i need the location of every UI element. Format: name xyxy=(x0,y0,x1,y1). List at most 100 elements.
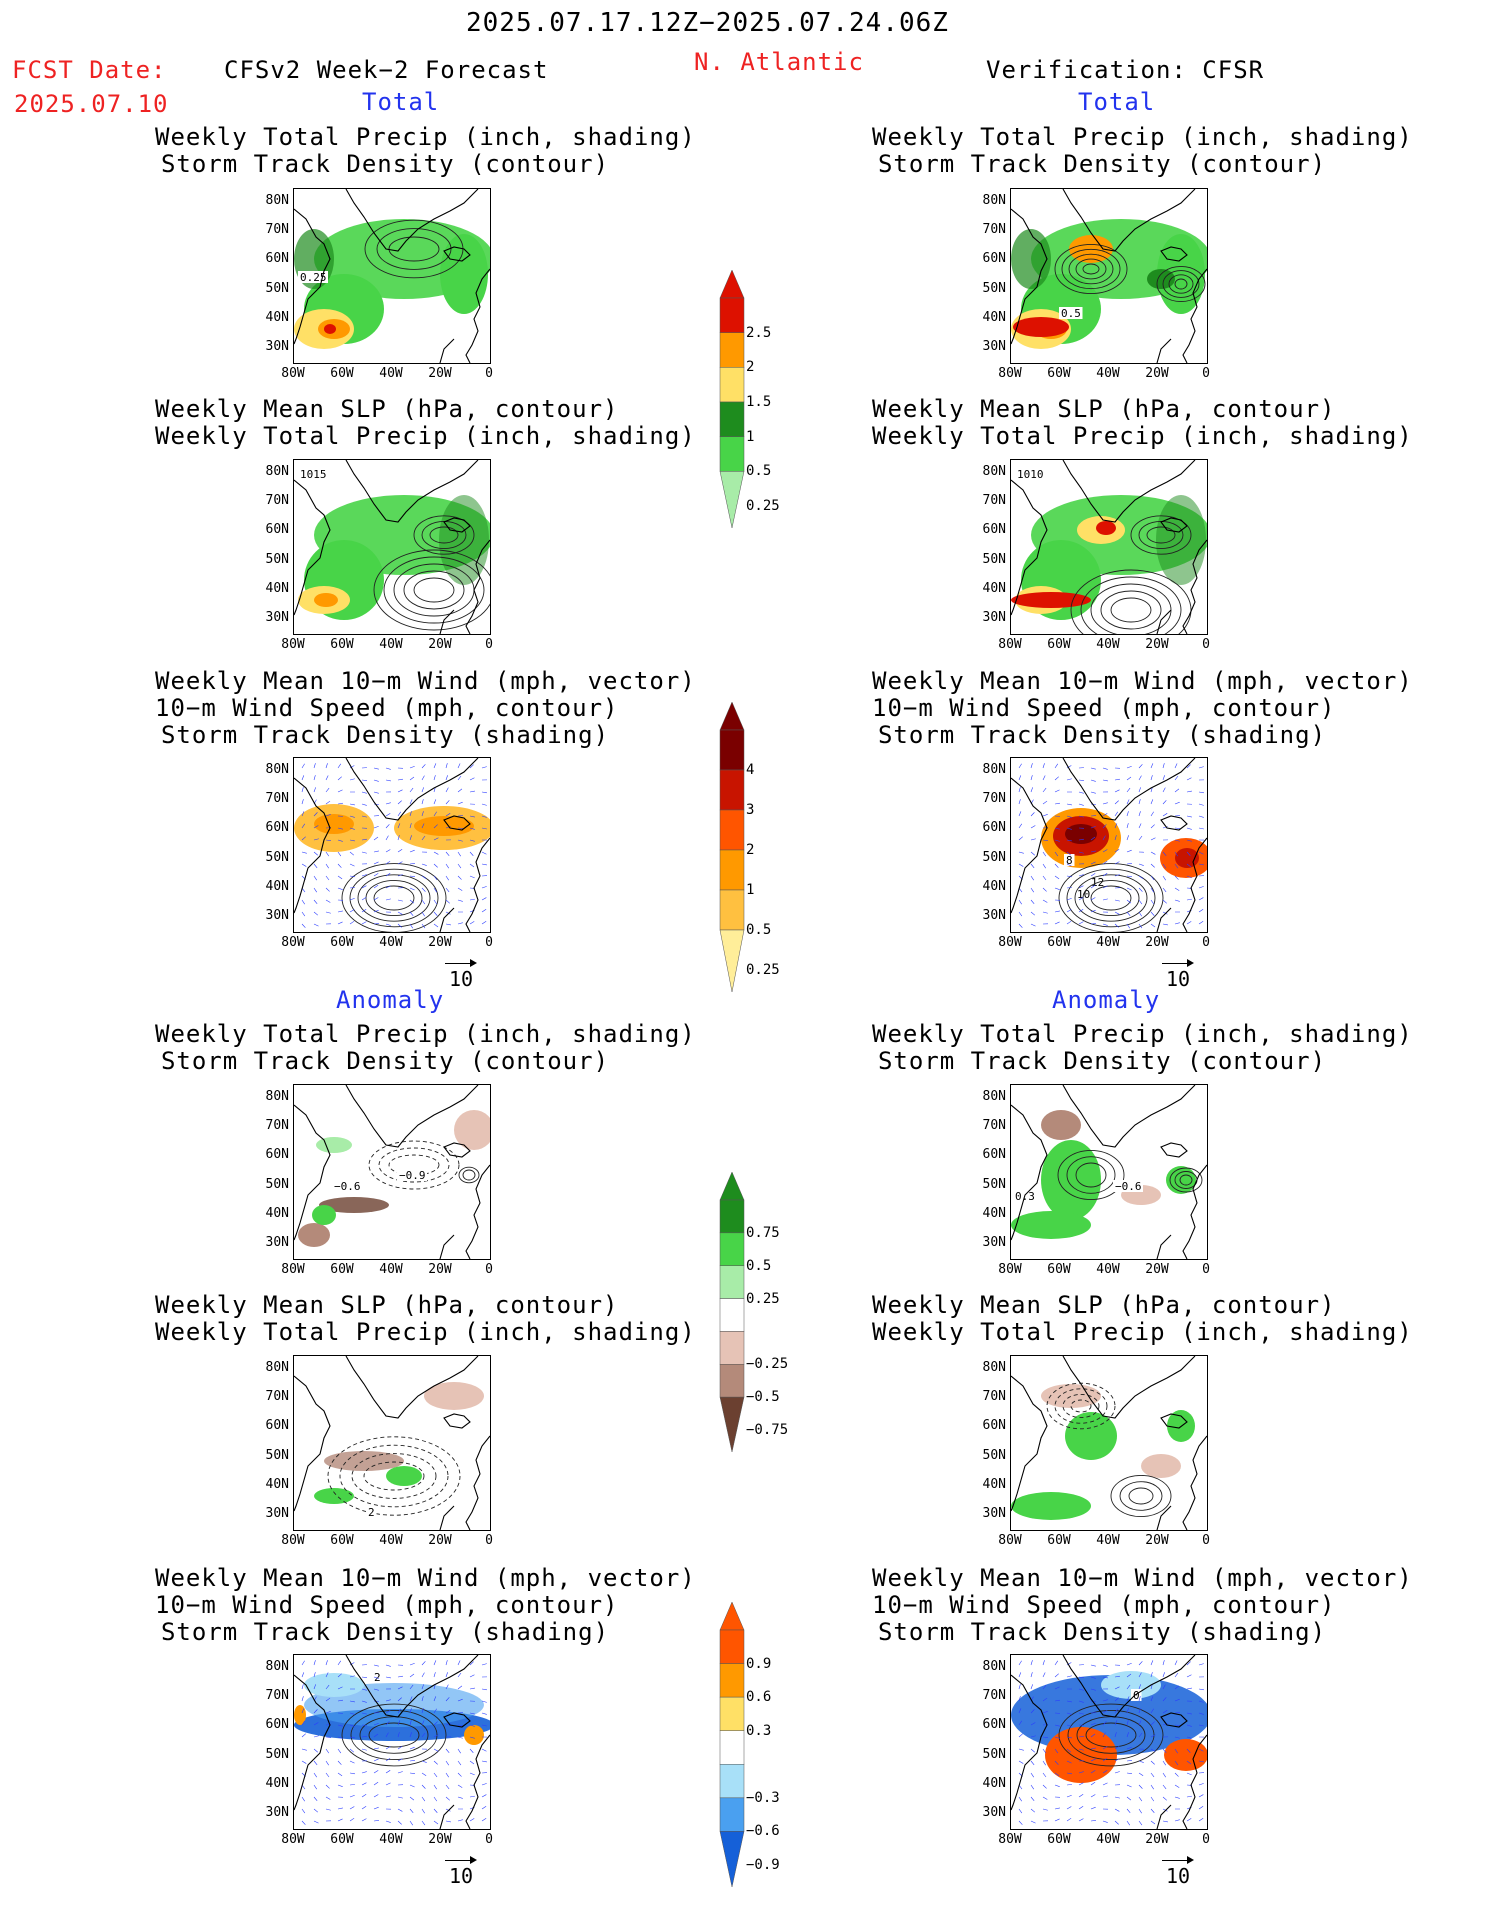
wind-vector xyxy=(409,899,415,904)
wind-vector xyxy=(457,1736,463,1739)
wind-vector xyxy=(433,1760,438,1765)
contour-line xyxy=(413,515,475,555)
wind-vector xyxy=(1174,851,1178,857)
lat-label: 40N xyxy=(982,309,1006,325)
contour-line xyxy=(1074,874,1148,922)
panel-title-cfsr-3: Weekly Mean 10−m Wind (mph, vector) 10−m… xyxy=(872,667,1413,749)
wind-vector xyxy=(337,1748,342,1754)
wind-vector xyxy=(1186,1674,1192,1678)
wind-vector xyxy=(1162,875,1166,881)
wind-vector xyxy=(1066,863,1072,867)
wind-vector xyxy=(1090,825,1096,829)
wind-vector xyxy=(433,923,439,928)
wind-vector xyxy=(481,1748,487,1752)
wind-vector xyxy=(397,1732,400,1738)
contour-line xyxy=(462,1169,476,1181)
wind-vector xyxy=(1114,911,1120,915)
wind-vector xyxy=(1150,875,1155,881)
wind-vector xyxy=(1126,862,1132,865)
wind-vector xyxy=(457,863,462,869)
wind-vector xyxy=(337,776,342,781)
wind-vector xyxy=(1078,1793,1084,1798)
wind-vector xyxy=(1030,851,1036,856)
coastline xyxy=(1011,1104,1048,1241)
lat-label: 40N xyxy=(265,1476,289,1492)
coastline xyxy=(1182,837,1207,932)
panel-title-forecast-4: Weekly Total Precip (inch, shading) Stor… xyxy=(155,1020,696,1075)
wind-vector xyxy=(1138,911,1142,917)
wind-vector xyxy=(349,1675,355,1678)
wind-vector xyxy=(1030,1808,1036,1813)
lat-label: 60N xyxy=(982,1147,1006,1163)
wind-vector xyxy=(1174,1698,1180,1702)
wind-vector xyxy=(361,1712,367,1715)
wind-vector xyxy=(1090,791,1096,794)
wind-vector xyxy=(1138,811,1141,817)
wind-vector xyxy=(325,1697,331,1702)
wind-vector xyxy=(313,1735,319,1738)
wind-vector xyxy=(409,787,414,793)
wind-vector xyxy=(1066,920,1072,925)
lat-label: 60N xyxy=(982,522,1006,538)
lon-label: 40W xyxy=(379,1832,403,1847)
wind-vector xyxy=(1174,1712,1181,1714)
wind-vector xyxy=(1018,775,1022,781)
wind-vector xyxy=(1042,839,1048,841)
wind-vector xyxy=(457,1672,462,1678)
wind-vector xyxy=(1102,1746,1108,1750)
lat-label: 30N xyxy=(982,908,1006,923)
shading-region xyxy=(1041,1140,1101,1220)
lat-label: 60N xyxy=(265,522,289,538)
wind-vector xyxy=(1054,863,1059,868)
wind-vector xyxy=(301,763,305,769)
wind-vector xyxy=(1198,921,1204,925)
wind-vector xyxy=(1162,787,1166,793)
wind-vector xyxy=(337,875,343,880)
wind-vector xyxy=(469,875,475,879)
total-label-left: Total xyxy=(362,88,440,116)
wind-vector xyxy=(1030,838,1036,841)
coastline xyxy=(443,815,471,831)
contour-line xyxy=(350,1709,438,1761)
lat-label: 60N xyxy=(982,1418,1006,1434)
wind-vector xyxy=(1090,1664,1096,1667)
wind-vector xyxy=(1042,1748,1047,1754)
lon-label: 20W xyxy=(428,366,452,381)
wind-vector xyxy=(445,1660,448,1666)
colorbar-1-label: 0.25 xyxy=(746,498,780,514)
colorbar-segment xyxy=(719,889,745,931)
lon-label: 60W xyxy=(1047,1832,1071,1847)
colorbar-cap xyxy=(719,1396,745,1453)
wind-vector xyxy=(361,851,367,854)
contour-line xyxy=(349,868,439,928)
shading-region xyxy=(1164,1739,1207,1771)
wind-vector xyxy=(421,799,424,805)
wind-vector xyxy=(1162,923,1168,926)
wind-vector xyxy=(349,1772,355,1775)
wind-vector xyxy=(1150,1672,1153,1678)
wind-vector xyxy=(313,1820,319,1824)
wind-vector xyxy=(409,765,415,769)
contour-label: 0.25 xyxy=(300,271,327,284)
wind-vector xyxy=(1078,851,1084,854)
colorbar-cap xyxy=(719,1171,745,1201)
wind-vector xyxy=(481,1805,487,1810)
wind-vector xyxy=(457,763,461,769)
wind-vector xyxy=(433,911,438,916)
wind-vector xyxy=(457,851,461,857)
wind-vector xyxy=(397,1745,403,1750)
wind-vector xyxy=(421,1820,426,1826)
lat-label: 80N xyxy=(265,762,289,777)
wind-vector xyxy=(409,875,415,877)
map-forecast-slp_anom: 2 xyxy=(293,1355,491,1531)
wind-vector xyxy=(349,1748,355,1753)
lon-label: 80W xyxy=(998,1262,1022,1277)
wind-vector xyxy=(301,787,304,793)
coastline xyxy=(1160,1142,1188,1158)
wind-vector xyxy=(1078,838,1084,841)
wind-vector xyxy=(409,1796,415,1801)
wind-vector xyxy=(1150,811,1154,817)
contour-line xyxy=(376,228,452,270)
wind-vector xyxy=(1054,910,1060,913)
wind-vector xyxy=(457,1748,461,1754)
